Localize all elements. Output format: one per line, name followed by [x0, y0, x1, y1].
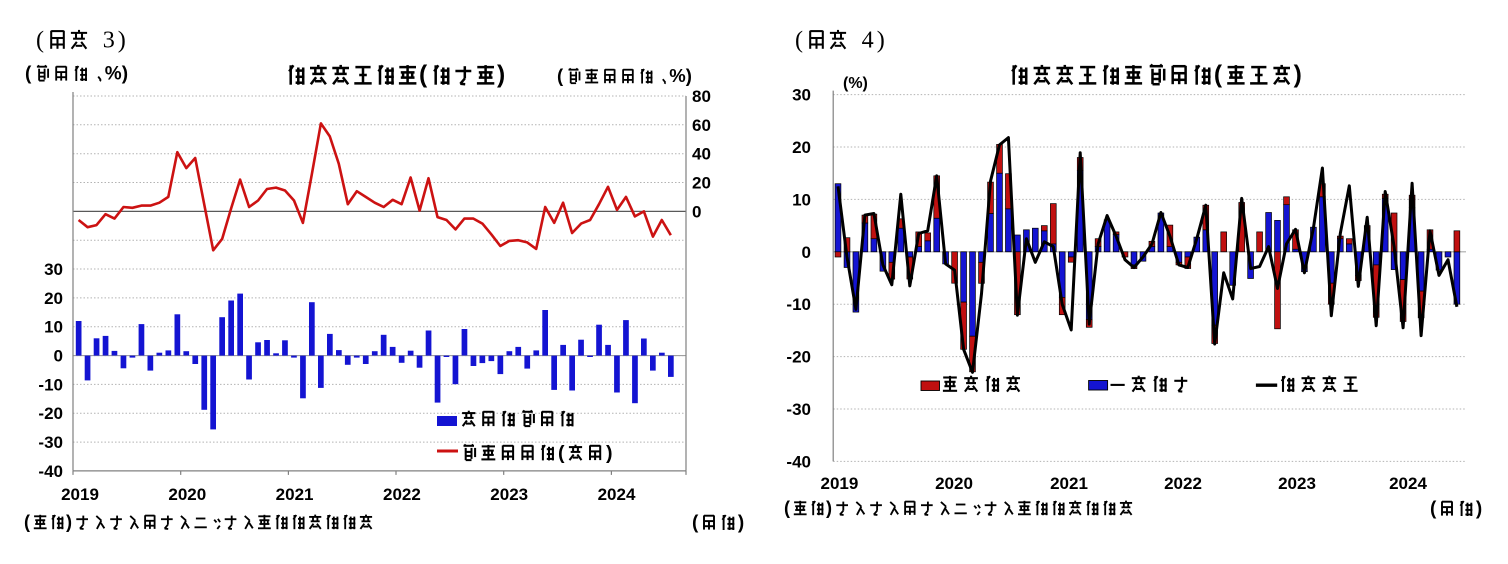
- svg-text:): ): [66, 512, 72, 532]
- svg-text:(: (: [1430, 499, 1437, 520]
- svg-text:2021: 2021: [276, 485, 314, 504]
- svg-text:(: (: [36, 27, 44, 53]
- svg-text:2021: 2021: [1050, 474, 1088, 493]
- svg-text:): ): [122, 64, 128, 85]
- svg-text:%: %: [669, 65, 685, 86]
- svg-text:(%): (%): [843, 75, 868, 92]
- svg-text:10: 10: [792, 190, 811, 209]
- svg-text:): ): [1476, 499, 1482, 520]
- svg-text:): ): [118, 27, 126, 53]
- svg-text:): ): [686, 65, 692, 86]
- svg-text:(: (: [558, 442, 565, 464]
- svg-text:-20: -20: [38, 404, 63, 423]
- svg-text:2022: 2022: [383, 485, 421, 504]
- svg-text:(: (: [784, 498, 790, 518]
- svg-text:60: 60: [692, 116, 711, 135]
- svg-text:10: 10: [44, 318, 63, 337]
- svg-text:2020: 2020: [168, 485, 206, 504]
- svg-text:2022: 2022: [1164, 474, 1202, 493]
- svg-text:(: (: [795, 27, 803, 53]
- svg-text:2019: 2019: [820, 474, 858, 493]
- svg-text:2023: 2023: [1278, 474, 1316, 493]
- svg-text:-10: -10: [786, 295, 811, 314]
- svg-text:(: (: [1214, 62, 1223, 89]
- svg-text:0: 0: [692, 202, 701, 221]
- svg-text:(: (: [692, 513, 699, 534]
- svg-text:%: %: [105, 64, 122, 85]
- svg-text:-40: -40: [786, 452, 811, 471]
- svg-text:0: 0: [802, 243, 811, 262]
- svg-text:2024: 2024: [1389, 474, 1427, 493]
- svg-text:80: 80: [692, 87, 711, 106]
- svg-text:-30: -30: [38, 433, 63, 452]
- svg-text:2023: 2023: [490, 485, 528, 504]
- svg-text:2019: 2019: [61, 485, 99, 504]
- svg-text:30: 30: [792, 86, 811, 105]
- svg-text:-20: -20: [786, 348, 811, 367]
- svg-text:): ): [738, 513, 744, 534]
- svg-text:(: (: [25, 64, 32, 85]
- svg-text:(: (: [557, 65, 564, 86]
- svg-text:): ): [1294, 62, 1302, 89]
- svg-text:4: 4: [862, 27, 874, 53]
- svg-text:40: 40: [692, 145, 711, 164]
- svg-text:2020: 2020: [935, 474, 973, 493]
- svg-text:): ): [497, 62, 505, 89]
- svg-text:-30: -30: [786, 400, 811, 419]
- svg-text:0: 0: [54, 347, 63, 366]
- svg-text:20: 20: [792, 138, 811, 157]
- svg-text:30: 30: [44, 260, 63, 279]
- svg-text:20: 20: [44, 289, 63, 308]
- svg-text:): ): [606, 442, 613, 464]
- svg-text:): ): [826, 498, 832, 518]
- svg-text:3: 3: [103, 27, 115, 53]
- svg-text:2024: 2024: [598, 485, 636, 504]
- svg-text:(: (: [419, 62, 428, 89]
- svg-text:-10: -10: [38, 375, 63, 394]
- svg-text:): ): [877, 27, 885, 53]
- svg-text:(: (: [24, 512, 30, 532]
- svg-text:-40: -40: [38, 462, 63, 481]
- svg-text:20: 20: [692, 174, 711, 193]
